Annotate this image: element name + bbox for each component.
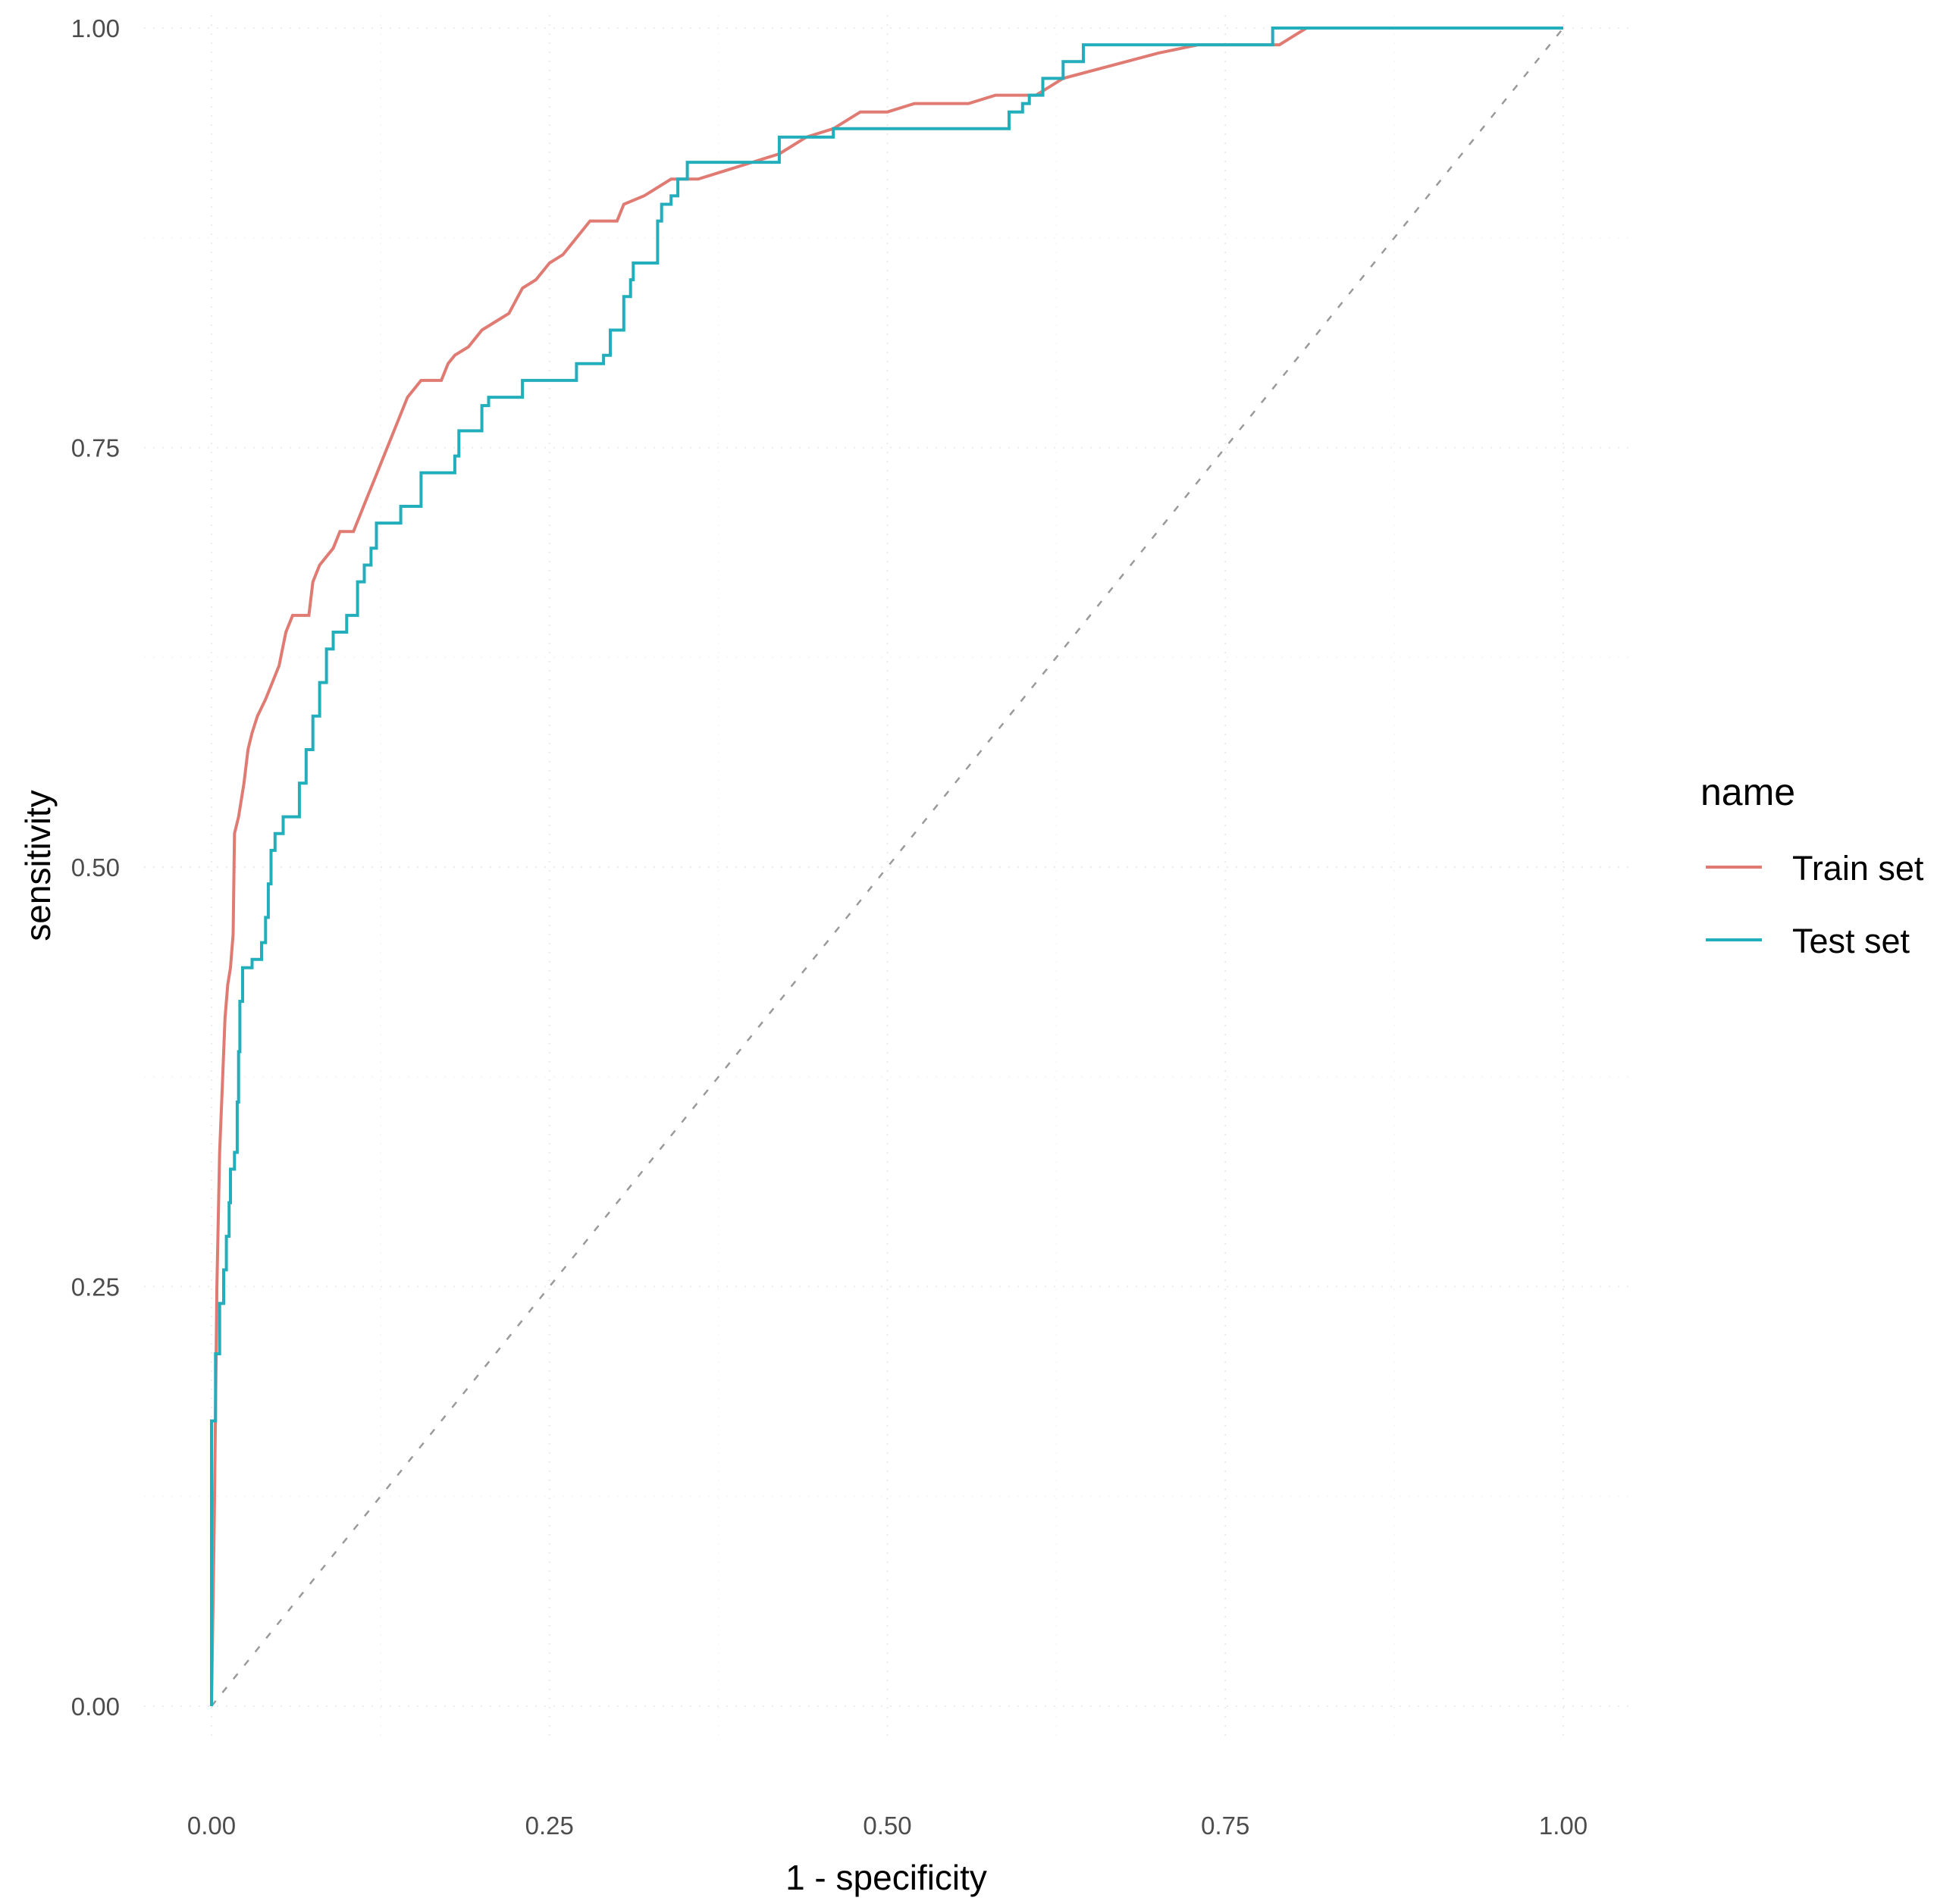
legend-label-test-set: Test set	[1792, 922, 1910, 960]
roc-curve-train-set	[210, 27, 1563, 1707]
x-tick-label: 0.50	[863, 1812, 911, 1840]
y-tick-label: 0.25	[71, 1273, 120, 1301]
y-tick-label: 0.75	[71, 434, 120, 462]
series-layer	[210, 27, 1563, 1707]
legend: name Train set Test set	[1700, 771, 1924, 960]
x-tick-label: 0.00	[187, 1812, 236, 1840]
x-tick-label: 0.25	[525, 1812, 574, 1840]
y-tick-label: 0.00	[71, 1693, 120, 1721]
y-axis-tick-labels: 0.00 0.25 0.50 0.75 1.00	[71, 14, 120, 1721]
x-tick-label: 0.75	[1201, 1812, 1249, 1840]
legend-title: name	[1700, 771, 1795, 813]
x-tick-label: 1.00	[1539, 1812, 1588, 1840]
x-axis-tick-labels: 0.00 0.25 0.50 0.75 1.00	[187, 1812, 1588, 1840]
legend-label-train-set: Train set	[1792, 849, 1924, 888]
y-axis-title: sensitivity	[18, 790, 58, 941]
y-tick-label: 0.50	[71, 853, 120, 882]
y-tick-label: 1.00	[71, 14, 120, 42]
roc-curve-test-set	[210, 27, 1563, 1706]
x-axis-title: 1 - specificity	[785, 1858, 987, 1897]
